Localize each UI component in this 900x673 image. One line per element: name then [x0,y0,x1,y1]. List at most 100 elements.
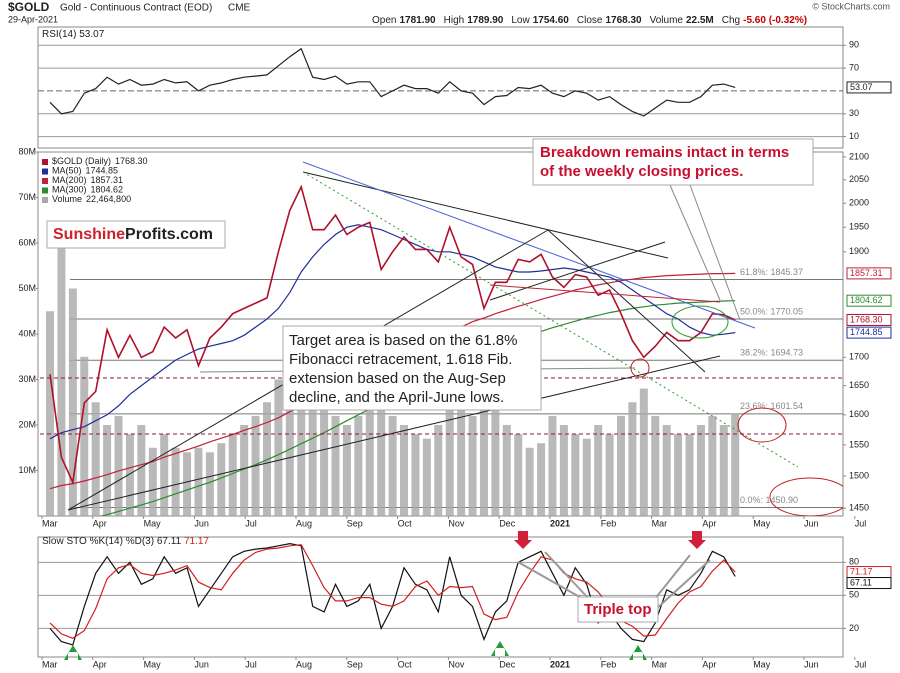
x-tick-label: Jul [245,659,257,669]
legend-value: 1804.62 [91,185,124,195]
x-tick-label: May [144,659,162,669]
y-tick-label: 1550 [849,439,869,449]
legend-name: MA(200) [52,175,87,185]
y-tick-label: 2000 [849,198,869,208]
volume-bar [228,434,237,516]
y2-tick-label: 20M [18,419,36,429]
quote-label: Chg [722,15,740,26]
quote-label: Open [372,15,396,26]
value-tag [846,577,892,590]
x-tick-label: Apr [702,518,716,528]
annotation-text: Fibonacci retracement, 1.618 Fib. [289,351,512,368]
annotation-text: Target area is based on the 61.8% [289,332,518,349]
legend-entry: Volume 22,464,800 [52,194,131,204]
quote-value: 1781.90 [399,15,436,26]
volume-bar [685,434,694,516]
x-tick-label: Dec [499,518,516,528]
volume-bar [582,438,591,516]
x-tick-label: Sep [347,518,363,528]
y2-tick-label: 50M [18,283,36,293]
up-arrow [64,645,82,660]
stoch-label: Slow STO %K(14) %D(3) 67.11 71.17 [42,536,209,547]
volume-bar [171,447,180,516]
y-tick-label: 30 [849,108,859,118]
y-tick-label: 1650 [849,380,869,390]
quote-label: High [444,15,465,26]
logo-box [46,220,226,249]
volume-bar [571,434,580,516]
quote-label: Volume [650,15,684,26]
volume-bar [194,447,203,516]
value-tag [846,313,892,326]
volume-bar [719,425,728,516]
pointer-line [517,561,586,601]
y2-tick-label: 60M [18,237,36,247]
plot-area [46,184,843,516]
quote-label: Close [577,15,603,26]
x-tick-label: May [753,518,771,528]
stoch-markers [64,531,711,660]
value-tag [846,294,892,307]
y-tick-label: 70 [849,62,859,72]
volume-bar [696,425,705,516]
volume-bar [297,343,306,516]
logo: SunshineProfits.com [53,226,213,243]
y-tick-label: 10 [849,131,859,141]
highlight-circle [769,477,843,516]
instrument-name: Gold - Continuous Contract (EOD) [60,3,212,14]
y2-tick-label: 70M [18,192,36,202]
volume-bar [377,388,386,516]
volume-bar [320,402,329,516]
legend-value: 22,464,800 [86,194,131,204]
volume-bar [114,415,123,516]
legend-swatch [42,168,48,175]
y2-tick-label: 10M [18,465,36,475]
volume-bar [502,425,511,516]
highlight-circle [737,407,787,443]
legend-name: Volume [52,194,82,204]
annotation-box [577,596,659,623]
y-tick-label: 2050 [849,174,869,184]
legend-name: MA(300) [52,185,87,195]
legend-entry: MA(300) 1804.62 [52,185,123,195]
pointer-line [689,184,741,321]
series-line [49,47,736,117]
volume-bar [411,434,420,516]
volume-bar [217,443,226,516]
y-tick-label: 20 [849,623,859,633]
volume-bar [46,311,54,516]
trendline [489,241,666,301]
volume-bar [57,243,66,516]
quote-label: Low [511,15,530,26]
x-tick-label: Jul [855,518,867,528]
stoch-panel [37,536,844,658]
x-tick-label: 2021 [550,659,570,669]
annotation-text: of the weekly closing prices. [540,163,743,180]
legend-value: 1857.31 [91,175,124,185]
series-line [49,184,736,486]
up-arrow [491,641,509,656]
series-line [49,224,736,440]
volume-bar [445,388,454,516]
volume-bar [205,452,214,516]
x-tick-label: Sep [347,659,363,669]
x-tick-label: Nov [448,659,465,669]
fib-label: 23.6%: 1601.54 [740,401,803,411]
volume-bar [422,438,431,516]
exchange: CME [228,3,251,14]
volume-bar [80,356,89,516]
trendline [302,171,799,468]
x-tick-label: Jun [804,518,819,528]
x-tick-label: Dec [499,659,516,669]
x-tick-label: Oct [398,518,413,528]
x-tick-label: Mar [652,518,668,528]
x-tick-label: Mar [652,659,668,669]
stoch-d-value: 71.17 [184,536,209,547]
logo-part: Profits.com [125,226,213,243]
volume-bar [91,402,100,516]
down-arrow [688,531,706,549]
plot-area [38,44,843,138]
x-tick-label: Jun [804,659,819,669]
volume-bar [479,379,488,516]
